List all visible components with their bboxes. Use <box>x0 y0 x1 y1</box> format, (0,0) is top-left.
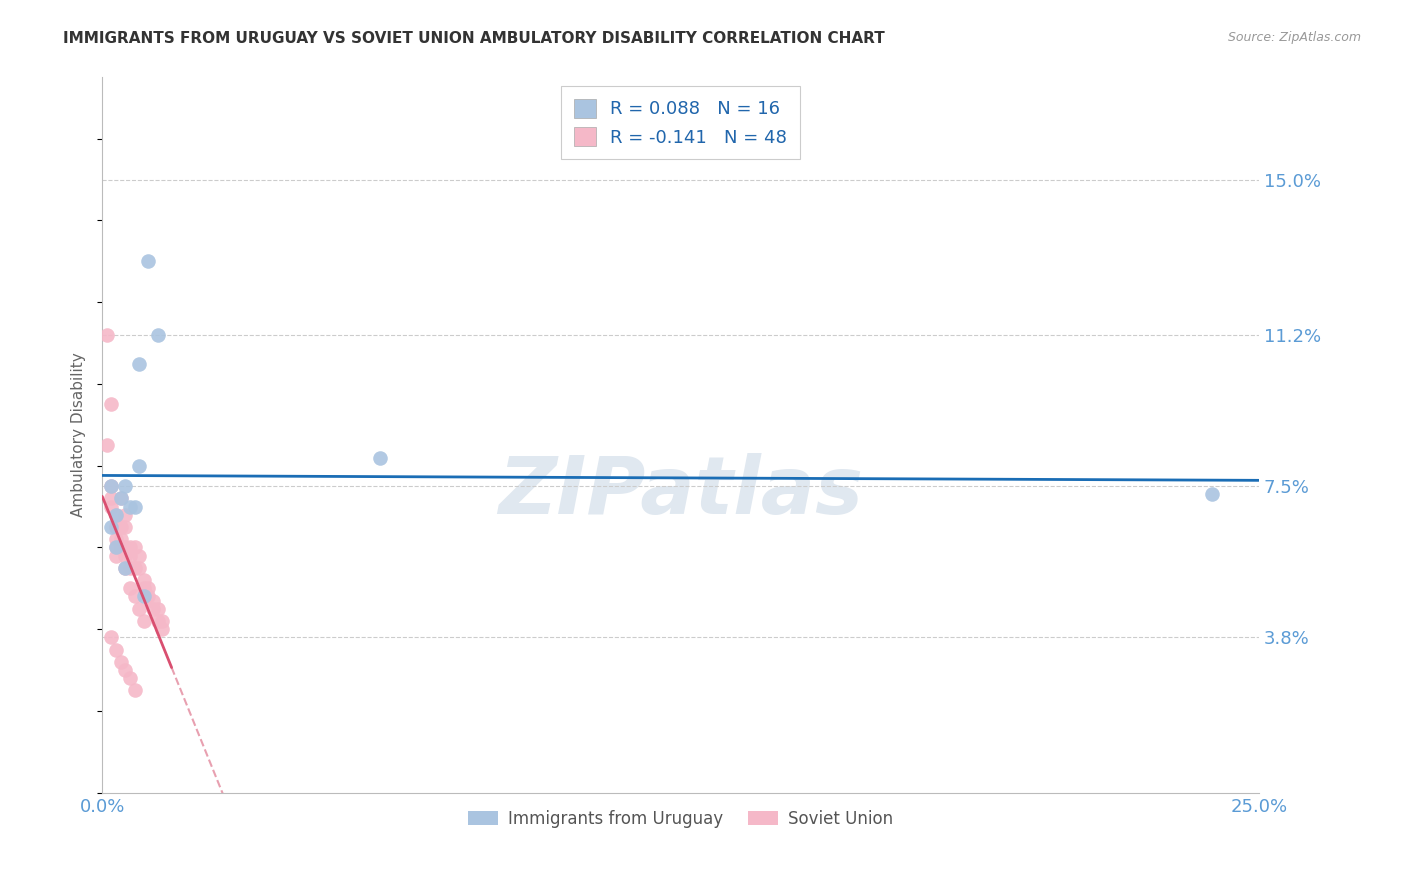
Point <box>114 561 136 575</box>
Point <box>100 520 122 534</box>
Point <box>96 327 118 342</box>
Legend: Immigrants from Uruguay, Soviet Union: Immigrants from Uruguay, Soviet Union <box>461 803 900 834</box>
Point <box>132 590 155 604</box>
Text: ZIPatlas: ZIPatlas <box>498 453 863 532</box>
Point <box>114 479 136 493</box>
Point <box>150 622 173 636</box>
Point <box>128 601 150 615</box>
Point <box>100 631 122 645</box>
Point <box>114 541 136 555</box>
Point <box>124 500 146 514</box>
Point <box>128 357 150 371</box>
Point <box>118 541 141 555</box>
Text: IMMIGRANTS FROM URUGUAY VS SOVIET UNION AMBULATORY DISABILITY CORRELATION CHART: IMMIGRANTS FROM URUGUAY VS SOVIET UNION … <box>63 31 884 46</box>
Point <box>114 508 136 522</box>
Point <box>100 397 122 411</box>
Point <box>110 491 132 506</box>
Point <box>105 541 128 555</box>
Point <box>146 614 169 628</box>
Point <box>368 450 391 465</box>
Point <box>105 533 128 547</box>
Point <box>118 549 141 563</box>
Y-axis label: Ambulatory Disability: Ambulatory Disability <box>72 352 86 517</box>
Point <box>124 683 146 698</box>
Point <box>110 655 132 669</box>
Point <box>105 541 128 555</box>
Point <box>114 520 136 534</box>
Point <box>128 458 150 473</box>
Point <box>114 549 136 563</box>
Point <box>110 541 132 555</box>
Point <box>146 601 169 615</box>
Point <box>1201 487 1223 501</box>
Point <box>150 614 173 628</box>
Point <box>142 593 165 607</box>
Text: Source: ZipAtlas.com: Source: ZipAtlas.com <box>1227 31 1361 45</box>
Point <box>132 614 155 628</box>
Point <box>100 479 122 493</box>
Point <box>96 438 118 452</box>
Point <box>118 582 141 596</box>
Point <box>105 508 128 522</box>
Point <box>132 573 155 587</box>
Point <box>118 561 141 575</box>
Point <box>124 590 146 604</box>
Point <box>132 582 155 596</box>
Point <box>142 601 165 615</box>
Point <box>114 561 136 575</box>
Point <box>105 520 128 534</box>
Point <box>118 500 141 514</box>
Point <box>105 508 128 522</box>
Point <box>114 663 136 677</box>
Point <box>118 671 141 685</box>
Point <box>100 479 122 493</box>
Point <box>100 491 122 506</box>
Point <box>105 520 128 534</box>
Point <box>105 549 128 563</box>
Point <box>124 541 146 555</box>
Point <box>138 590 160 604</box>
Point <box>124 561 146 575</box>
Point <box>105 642 128 657</box>
Point <box>110 533 132 547</box>
Point <box>110 520 132 534</box>
Point <box>138 254 160 268</box>
Point <box>138 582 160 596</box>
Point <box>146 327 169 342</box>
Point <box>128 561 150 575</box>
Point <box>100 500 122 514</box>
Point <box>110 491 132 506</box>
Point <box>128 549 150 563</box>
